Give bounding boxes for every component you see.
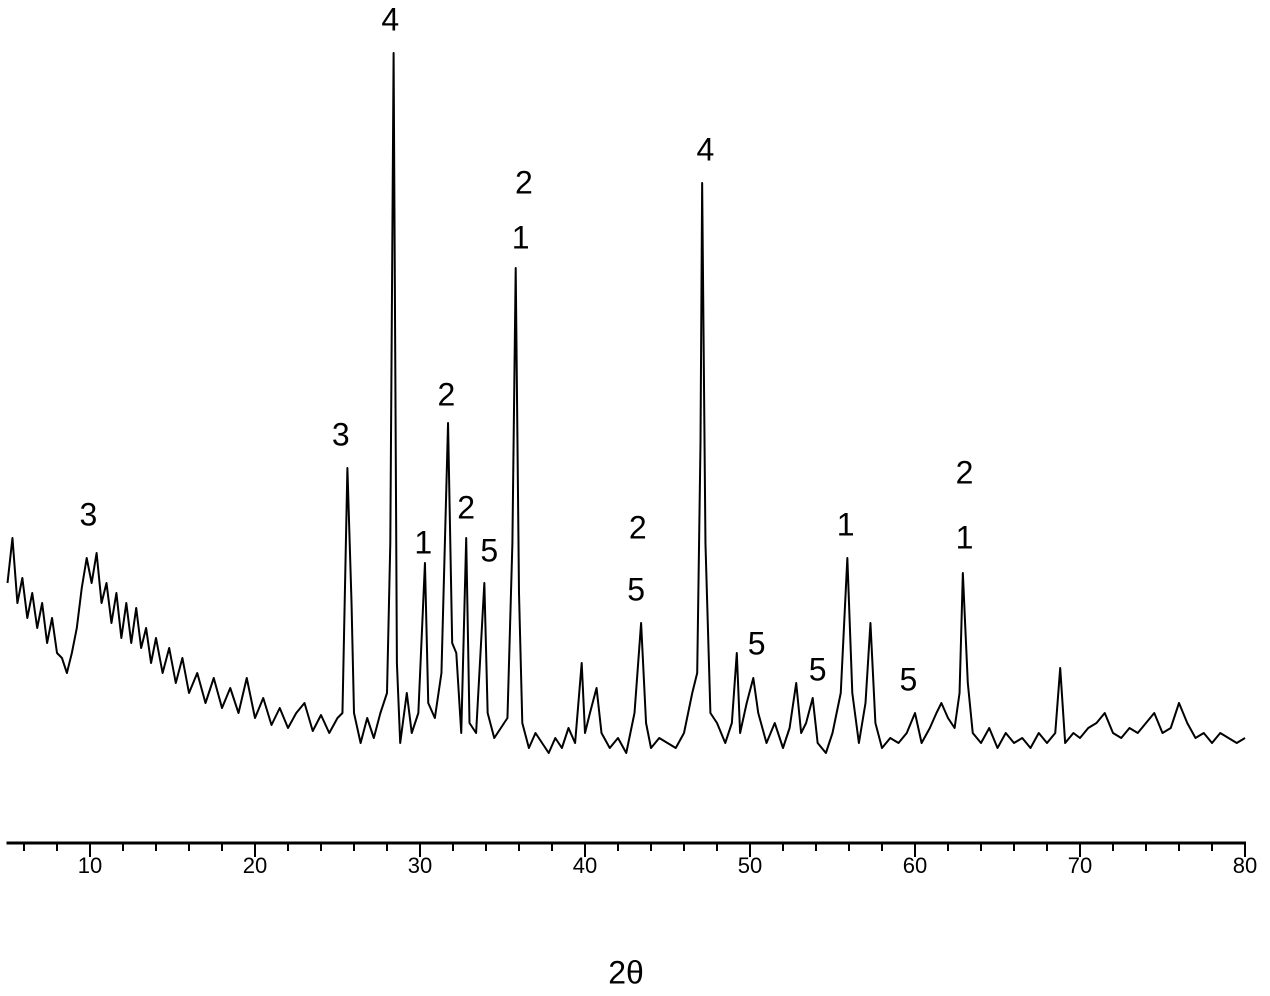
x-tick-label: 20 bbox=[243, 853, 267, 878]
peak-label: 2 bbox=[438, 376, 456, 412]
peak-label: 2 bbox=[956, 454, 974, 490]
xrd-pattern bbox=[6, 52, 1246, 754]
x-tick-label: 40 bbox=[573, 853, 597, 878]
peak-label: 1 bbox=[414, 524, 432, 560]
peak-label: 1 bbox=[837, 506, 855, 542]
x-tick-label: 60 bbox=[903, 853, 927, 878]
x-tick-label: 80 bbox=[1233, 853, 1257, 878]
peak-label: 5 bbox=[480, 532, 498, 568]
x-tick-label: 30 bbox=[408, 853, 432, 878]
peak-label: 3 bbox=[79, 496, 97, 532]
peak-label: 5 bbox=[748, 625, 766, 661]
x-tick-label: 10 bbox=[78, 853, 102, 878]
peak-label: 3 bbox=[332, 416, 350, 452]
x-tick-label: 50 bbox=[738, 853, 762, 878]
peak-label: 5 bbox=[900, 661, 918, 697]
x-axis-label: 2θ bbox=[608, 954, 644, 990]
peak-label: 2 bbox=[629, 509, 647, 545]
peak-label: 2 bbox=[515, 164, 533, 200]
peak-label: 5 bbox=[809, 651, 827, 687]
peak-label: 4 bbox=[381, 1, 399, 37]
peak-label: 1 bbox=[956, 519, 974, 555]
peak-label: 2 bbox=[457, 489, 475, 525]
peak-label: 5 bbox=[627, 571, 645, 607]
peak-label: 1 bbox=[512, 219, 530, 255]
peak-label: 4 bbox=[697, 131, 715, 167]
x-tick-label: 70 bbox=[1068, 853, 1092, 878]
